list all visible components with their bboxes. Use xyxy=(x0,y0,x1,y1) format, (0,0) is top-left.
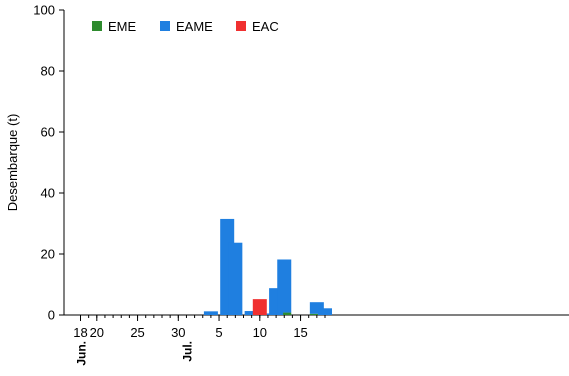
y-axis: 0 20 40 60 80 100 xyxy=(33,3,65,323)
bar-eme xyxy=(309,313,324,315)
bar-eame xyxy=(260,313,275,315)
x-month-label: Jul. xyxy=(180,341,194,362)
bar-eame xyxy=(309,302,324,314)
legend-swatch-eame xyxy=(160,21,170,31)
x-tick-label: 15 xyxy=(293,325,307,340)
x-tick-label: 20 xyxy=(90,325,104,340)
y-axis-label: Desembarque (t) xyxy=(5,114,20,212)
legend-swatch-eme xyxy=(92,21,102,31)
y-tick-label: 20 xyxy=(41,247,55,262)
x-tick-label: 30 xyxy=(171,325,185,340)
bar-eame xyxy=(277,259,292,313)
bar-eame xyxy=(228,242,243,315)
x-tick-label: 18 xyxy=(73,325,87,340)
legend-label-eac: EAC xyxy=(252,19,279,34)
legend-swatch-eac xyxy=(236,21,246,31)
x-tick-label: 25 xyxy=(130,325,144,340)
bar-eame xyxy=(244,311,259,315)
legend-label-eame: EAME xyxy=(176,19,213,34)
bar-eme xyxy=(277,312,292,315)
bar-eame xyxy=(318,308,332,315)
bar-eac xyxy=(252,299,267,315)
y-tick-label: 80 xyxy=(41,64,55,79)
legend-label-eme: EME xyxy=(108,19,137,34)
y-tick-label: 0 xyxy=(48,308,55,323)
legend: EME EAME EAC xyxy=(92,19,279,34)
y-tick-label: 40 xyxy=(41,186,55,201)
y-tick-label: 100 xyxy=(33,3,55,18)
bars xyxy=(203,218,332,315)
x-tick-label: 5 xyxy=(215,325,222,340)
y-tick-label: 60 xyxy=(41,125,55,140)
x-month-label: Jun. xyxy=(75,341,89,366)
x-tick-label: 10 xyxy=(253,325,267,340)
bar-eame xyxy=(203,311,218,315)
